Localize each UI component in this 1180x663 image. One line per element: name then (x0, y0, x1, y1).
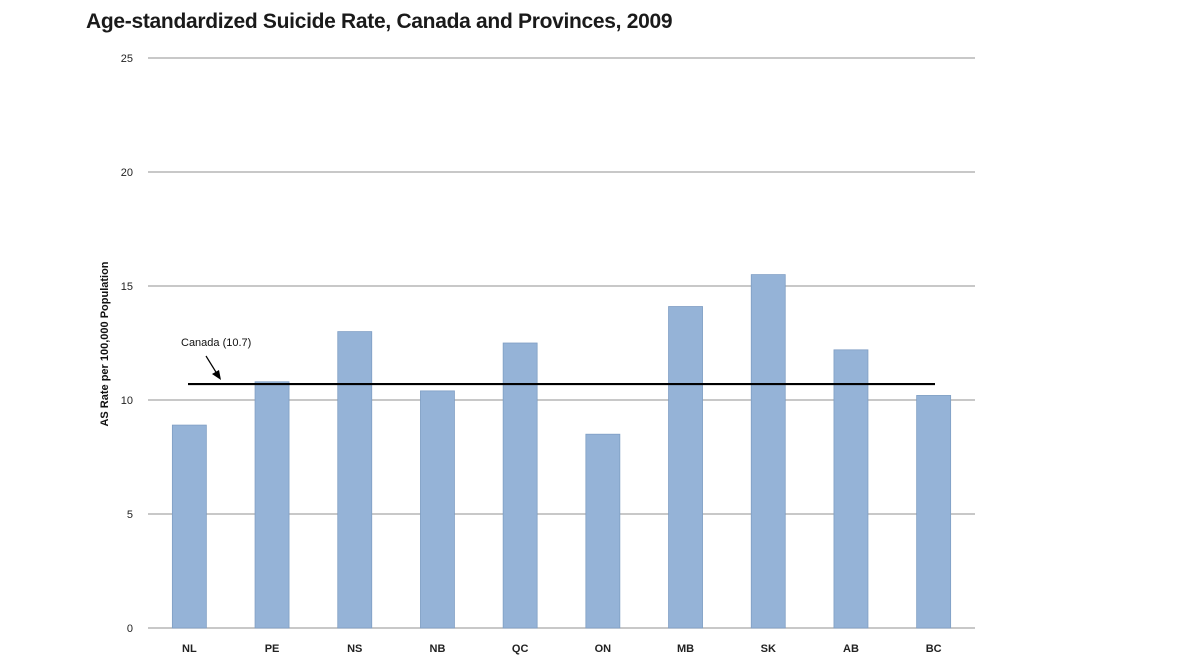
x-tick-label: NL (182, 643, 197, 655)
x-tick-label: QC (512, 643, 529, 655)
y-tick-label: 5 (127, 509, 133, 521)
x-tick-label: SK (761, 643, 776, 655)
x-tick-labels: NL PE NS NB QC ON MB SK AB BC (182, 643, 942, 655)
bar-nb (420, 390, 455, 629)
y-tick-labels: 0 5 10 15 20 25 (121, 53, 133, 635)
bar-ab (833, 349, 869, 629)
x-tick-label: ON (595, 643, 612, 655)
bars (171, 274, 952, 629)
y-axis-title: AS Rate per 100,000 Population (99, 261, 111, 426)
y-tick-label: 25 (121, 53, 133, 65)
y-tick-label: 10 (121, 395, 133, 407)
annotation-arrow-icon (205, 355, 221, 380)
x-tick-label: PE (265, 643, 280, 655)
x-tick-label: NB (430, 643, 446, 655)
reference-line-group: Canada (10.7) (181, 337, 935, 386)
x-tick-label: NS (347, 643, 362, 655)
bar-nl (171, 424, 207, 629)
x-tick-label: AB (843, 643, 859, 655)
y-tick-label: 15 (121, 281, 133, 293)
x-tick-label: MB (677, 643, 694, 655)
bar-mb (668, 306, 703, 629)
y-tick-label: 20 (121, 167, 133, 179)
x-tick-label: BC (926, 643, 942, 655)
bar-on (585, 433, 621, 629)
canada-annotation: Canada (10.7) (181, 337, 251, 349)
bar-qc (502, 342, 538, 629)
bar-sk (750, 274, 786, 629)
bar-ns (337, 331, 373, 629)
bar-pe (254, 381, 290, 629)
bar-bc (916, 395, 952, 629)
y-tick-label: 0 (127, 623, 133, 635)
chart-title: Age-standardized Suicide Rate, Canada an… (86, 10, 673, 33)
